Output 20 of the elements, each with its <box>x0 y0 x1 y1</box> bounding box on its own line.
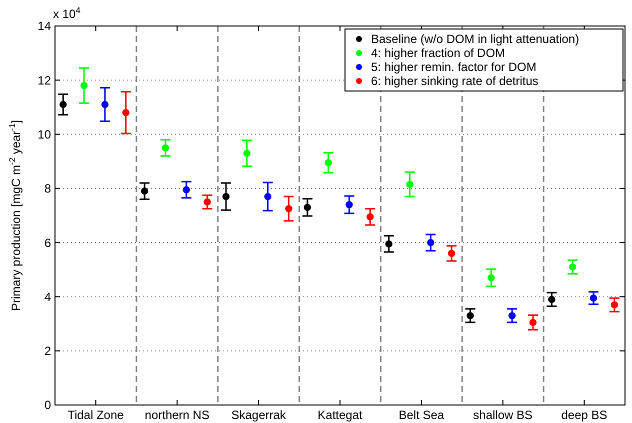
x-tick-label: Kattegat <box>318 408 364 422</box>
y-tick-label: 10 <box>38 127 52 142</box>
x-tick-label: northern NS <box>144 408 210 422</box>
y-tick-label: 6 <box>44 236 52 250</box>
y-tick-label: 12 <box>38 73 52 88</box>
legend-label: 5: higher remin. factor for DOM <box>371 60 536 74</box>
x-tick-label: Skagerrak <box>231 408 287 422</box>
legend-label: 6: higher sinking rate of detritus <box>371 74 538 88</box>
text: x 10$^{4}$ <box>53 5 81 21</box>
y-tick-label: 14 <box>38 19 52 34</box>
x-tick-label: Belt Sea <box>398 408 444 422</box>
y-tick-label: 0 <box>44 398 52 412</box>
y-tick-label: 2 <box>44 344 52 358</box>
legend-label: Baseline (w/o DOM in light attenuation) <box>371 32 580 46</box>
y-tick-label: 8 <box>44 182 52 196</box>
x-tick-label: Tidal Zone <box>68 408 124 422</box>
y-tick-label: 4 <box>44 290 52 304</box>
x-tick-label: shallow BS <box>473 408 533 422</box>
x-tick-label: deep BS <box>561 408 608 422</box>
legend-label: 4: higher fraction of DOM <box>371 46 506 60</box>
